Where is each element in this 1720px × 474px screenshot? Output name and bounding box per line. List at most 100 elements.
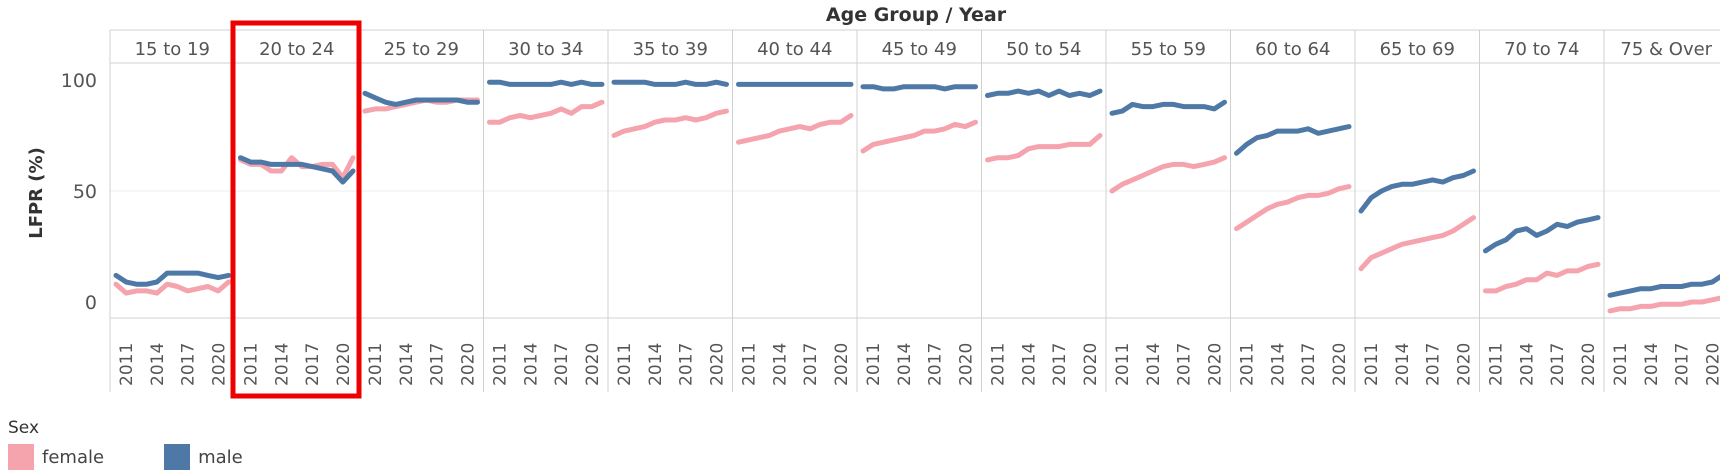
x-tick-label: 2014 [397,343,417,386]
legend-title: Sex [8,418,40,438]
x-tick-label: 2020 [707,343,727,386]
panel-header-55-to-59: 55 to 59 [1131,39,1206,60]
line-male-75-and-over [1607,274,1720,298]
x-tick-label: 2017 [1424,343,1444,386]
series-male [113,79,1720,298]
x-tick-label: 2011 [1113,343,1133,386]
x-tick-label: 2020 [1454,343,1474,386]
x-tick-label: 2011 [1362,343,1382,386]
x-tick-label: 2011 [117,343,137,386]
line-female-50-to-54 [985,133,1103,163]
x-tick-label: 2014 [770,343,790,386]
x-tick-label: 2011 [989,343,1009,386]
panel-header-20-to-24: 20 to 24 [259,39,334,60]
x-tick-label: 2020 [1205,343,1225,386]
line-male-35-to-39 [611,79,729,87]
x-tick-label: 2020 [583,343,603,386]
x-tick-label: 2017 [926,343,946,386]
panel-header-40-to-44: 40 to 44 [757,39,832,60]
x-tick-label: 2014 [1144,343,1164,386]
x-tick-label: 2017 [179,343,199,386]
x-tick-label: 2017 [428,343,448,386]
line-male-70-to-74 [1483,215,1601,254]
x-tick-label: 2014 [148,343,168,386]
panel-header-75-and-over: 75 & Over [1620,39,1712,60]
line-female-60-to-64 [1234,184,1352,232]
panel-header-65-to-69: 65 to 69 [1380,39,1455,60]
line-female-75-and-over [1607,295,1720,314]
x-tick-label: 2017 [677,343,697,386]
chart-title: Age Group / Year [826,4,1007,26]
line-female-15-to-19 [113,279,231,296]
line-male-20-to-24 [238,155,356,185]
line-male-65-to-69 [1358,168,1476,214]
legend-swatch-female [8,444,34,470]
x-tick-label: 2020 [209,343,229,386]
x-tick-label: 2014 [1393,343,1413,386]
y-tick-label: 0 [85,292,97,314]
panel-header-35-to-39: 35 to 39 [633,39,708,60]
x-tick-label: 2020 [458,343,478,386]
x-tick-label: 2020 [334,343,354,386]
line-female-30-to-34 [487,99,605,125]
x-tick-label: 2014 [1642,343,1662,386]
panel-header-50-to-54: 50 to 54 [1006,39,1081,60]
panel-header-70-to-74: 70 to 74 [1504,39,1579,60]
x-tick-label: 2020 [1081,343,1101,386]
line-male-50-to-54 [985,88,1103,98]
line-female-55-to-59 [1109,155,1227,194]
x-tick-label: 2014 [895,343,915,386]
x-tick-label: 2017 [1299,343,1319,386]
line-female-45-to-49 [860,119,978,154]
panel-header-25-to-29: 25 to 29 [384,39,459,60]
line-female-65-to-69 [1358,215,1476,272]
x-tick-label: 2014 [1019,343,1039,386]
line-female-40-to-44 [736,113,854,145]
legend-label-female: female [42,446,105,468]
x-tick-label: 2020 [956,343,976,386]
y-axis-label: LFPR (%) [26,147,47,239]
x-tick-label: 2020 [1579,343,1599,386]
x-tick-label: 2017 [801,343,821,386]
x-tick-label: 2020 [1703,343,1720,386]
x-tick-label: 2011 [1487,343,1507,386]
x-tick-label: 2020 [1330,343,1350,386]
y-tick-label: 100 [61,70,97,92]
line-male-55-to-59 [1109,99,1227,116]
x-tick-label: 2011 [740,343,760,386]
x-tick-label: 2017 [303,343,323,386]
panel-header-30-to-34: 30 to 34 [508,39,583,60]
x-tick-label: 2011 [242,343,262,386]
x-tick-label: 2017 [1175,343,1195,386]
x-tick-label: 2014 [646,343,666,386]
x-tick-label: 2014 [1517,343,1537,386]
legend-items: female male [8,444,243,470]
x-tick-label: 2020 [832,343,852,386]
line-male-15-to-19 [113,270,231,287]
legend-label-male: male [198,446,243,468]
x-tick-label: 2011 [1238,343,1258,386]
legend-item-female: female [8,444,104,470]
legend: Sex female male [8,418,243,470]
x-tick-label: 2014 [1268,343,1288,386]
highlight-box [230,20,362,399]
x-tick-label: 2017 [1673,343,1693,386]
legend-swatch-male [164,444,191,470]
x-tick-label: 2011 [366,343,386,386]
line-male-60-to-64 [1234,124,1352,156]
line-male-45-to-49 [860,84,978,92]
line-male-25-to-29 [362,90,480,107]
x-tick-label: 2011 [615,343,635,386]
x-tick-label: 2011 [864,343,884,386]
x-tick-label: 2011 [1611,343,1631,386]
legend-item-male: male [164,444,243,470]
x-tick-label: 2014 [521,343,541,386]
panel-header-45-to-49: 45 to 49 [882,39,957,60]
y-tick-label: 50 [73,181,97,203]
x-tick-label: 2017 [552,343,572,386]
line-female-70-to-74 [1483,261,1601,294]
x-tick-label: 2017 [1548,343,1568,386]
panel-header-15-to-19: 15 to 19 [135,39,210,60]
line-female-35-to-39 [611,108,729,138]
